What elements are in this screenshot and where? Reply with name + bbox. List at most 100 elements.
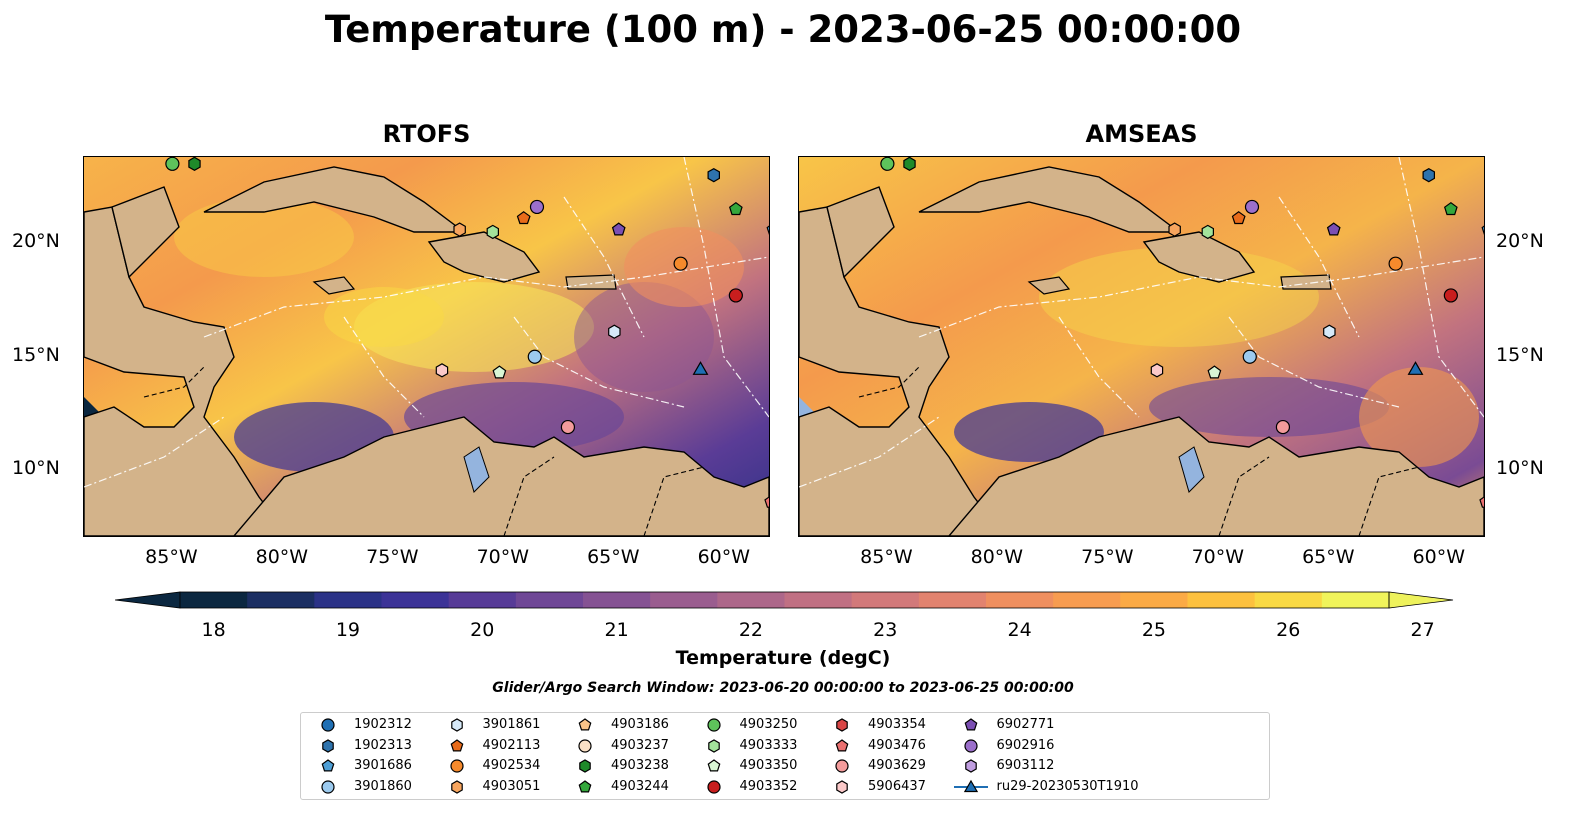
map-amseas [798,156,1485,537]
map-marker [529,199,545,215]
legend-label: 6903112 [996,758,1055,773]
legend-label: 5906437 [868,778,926,794]
legend-circle-icon [706,779,721,794]
colorbar-cell [1321,592,1390,608]
colorbar-cell [986,592,1054,608]
colorbar-tick-label: 23 [873,619,897,641]
colorbar-cell [583,592,651,608]
legend-label: 4902534 [482,758,541,773]
map-marker [188,157,201,171]
legend-circle-icon [449,759,464,773]
y-tick-label-right: 15°N [1496,343,1544,366]
y-tick-label-left: 20°N [12,230,60,253]
colorbar-tick-label: 25 [1142,619,1166,641]
colorbar-extend-min [115,591,181,609]
colorbar-extend-max [1388,591,1454,609]
colorbar-border [179,591,1390,609]
y-tick-label-right: 20°N [1496,230,1544,253]
colorbar-label: Temperature (degC) [675,647,891,669]
legend-pentagon-icon [835,738,849,751]
legend-label: 4903244 [611,778,669,794]
legend-hexagon-icon [450,779,463,794]
map-marker [492,365,507,379]
land-south-america [233,416,769,536]
map-marker [1244,199,1260,215]
legend-glider-symbol [953,779,988,792]
legend: 1902312 1902313 3901686 3901860 3901861 49021… [300,712,1270,800]
map-marker [1207,365,1222,379]
map-marker [1150,363,1164,378]
map-marker [1275,419,1291,435]
x-tick-label: 75°W [1081,546,1134,568]
map-marker [1422,168,1436,183]
legend-pentagon-icon [450,738,463,751]
x-tick-label: 65°W [1302,546,1355,568]
panel-title-rtofs: RTOFS [382,120,471,148]
legend-label: 4903476 [868,737,926,753]
legend-label: 1902312 [354,717,412,732]
colorbar-cell [717,592,785,608]
legend-hexagon-icon [579,759,591,773]
legend-label: 3901860 [354,778,412,794]
colorbar-cell [448,592,517,608]
colorbar-tick-label: 24 [1007,619,1031,641]
map-marker [611,222,626,236]
map-marker [728,201,743,216]
colorbar-tick-label: 26 [1276,619,1300,641]
panel-title-amseas: AMSEAS [1085,120,1198,148]
colorbar-cell [314,592,382,608]
legend-label: 3901861 [482,717,541,732]
map-marker [1242,349,1257,364]
colorbar-tick-label: 22 [739,619,763,641]
legend-circle-icon [321,779,335,794]
colorbar-tick-label: 27 [1410,619,1434,641]
map-marker [486,224,499,240]
x-tick-label: 80°W [255,546,309,568]
x-tick-label: 80°W [970,546,1024,568]
legend-hexagon-icon [450,718,463,732]
colorbar-cell [1053,592,1121,608]
colorbar: 18 19 20 21 22 23 24 25 26 27 [115,591,1454,641]
x-tick-label: 85°W [860,546,913,568]
map-marker [608,324,621,339]
legend-pentagon-icon [578,779,592,792]
x-tick-label: 75°W [366,546,419,568]
map-marker [1326,222,1341,236]
colorbar-cell [918,592,987,608]
map-marker [728,288,743,303]
map-marker [764,496,769,508]
legend-hexagon-icon [836,718,848,732]
map-marker [165,157,180,171]
legend-circle-icon [321,718,335,732]
map-marker [673,256,688,271]
map-marker [1168,222,1181,237]
map-marker [453,222,466,237]
legend-circle-icon [963,738,978,753]
legend-label: 4903629 [868,758,926,773]
legend-pentagon-icon [707,759,720,772]
colorbar-cell [1254,592,1323,608]
colorbar-cell [1120,592,1188,608]
colorbar-cell [515,592,584,608]
legend-pentagon-icon [321,759,335,772]
map-marker [903,157,916,171]
x-tick-label: 60°W [697,546,751,568]
legend-label: 6902771 [996,717,1055,732]
glider-argo-markers [165,157,769,508]
map-marker [1201,224,1214,240]
legend-label: 4903238 [611,758,669,773]
colorbar-cell [650,592,718,608]
legend-hexagon-icon [964,759,977,773]
map-marker [527,349,542,364]
legend-pentagon-icon [964,718,977,731]
x-tick-label: 85°W [145,546,198,568]
map-rtofs [83,156,770,537]
map-marker [1231,211,1246,225]
colorbar-tick-label: 21 [604,619,628,641]
map-marker [1481,225,1484,235]
map-marker [692,361,709,375]
colorbar-tick-label: 18 [201,619,225,641]
y-tick-label-left: 10°N [12,457,60,480]
legend-label: 3901686 [354,758,412,773]
glider-argo-markers [880,157,1484,508]
